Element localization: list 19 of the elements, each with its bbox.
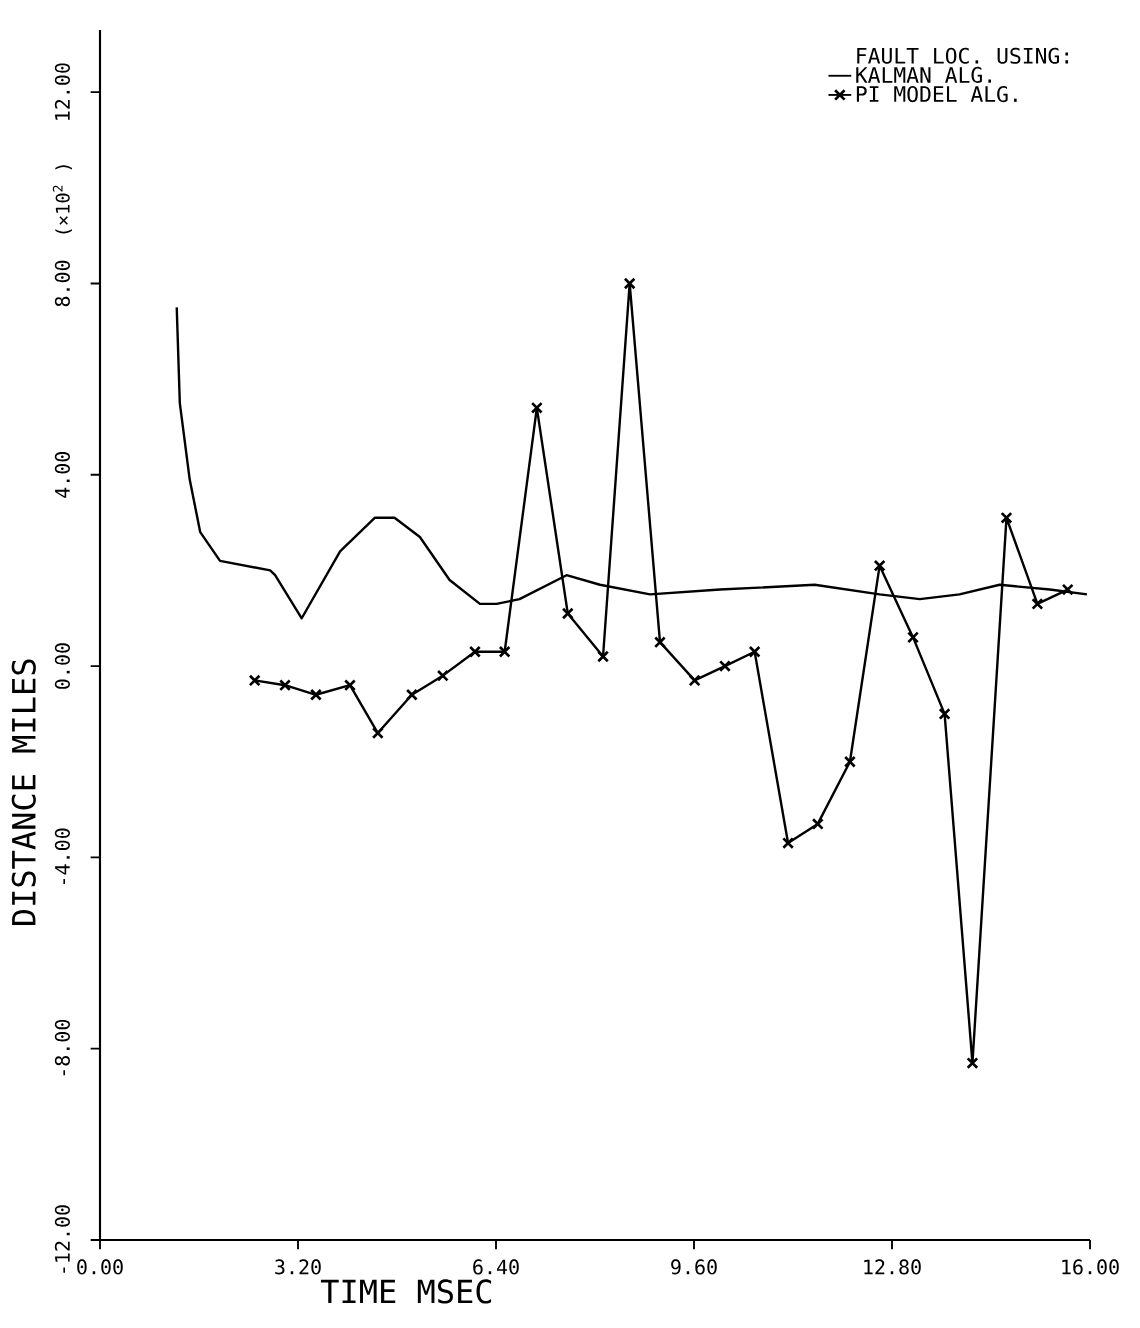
y-tick-label: 0.00 [54, 643, 70, 689]
legend-title: FAULT LOC. USING: [857, 47, 1069, 64]
y-axis-title: DISTANCE MILES [11, 659, 36, 926]
y-tick-label: -4.00 [54, 828, 70, 885]
x-tick-label: 3.20 [275, 1259, 321, 1275]
legend-label: PI MODEL ALG. [856, 86, 1017, 103]
x-tick-label: 6.40 [473, 1259, 519, 1275]
x-tick-label: 9.60 [671, 1259, 717, 1275]
legend-label: KALMAN ALG. [856, 66, 991, 83]
y-tick-label: -12.00 [54, 1205, 70, 1273]
y-tick-label: 8.00 [54, 260, 70, 307]
x-tick-label: 16.00 [1062, 1259, 1119, 1275]
x-axis-title: TIME MSEC [320, 1279, 492, 1304]
text: (×10$^{2}$ ) [52, 165, 72, 234]
y-tick-label: 4.00 [54, 452, 70, 498]
x-tick-label: 0.00 [77, 1259, 123, 1275]
x-tick-label: 12.80 [864, 1259, 921, 1275]
y-tick-label: 12.00 [54, 63, 70, 120]
y-tick-label: -8.00 [54, 1019, 70, 1076]
